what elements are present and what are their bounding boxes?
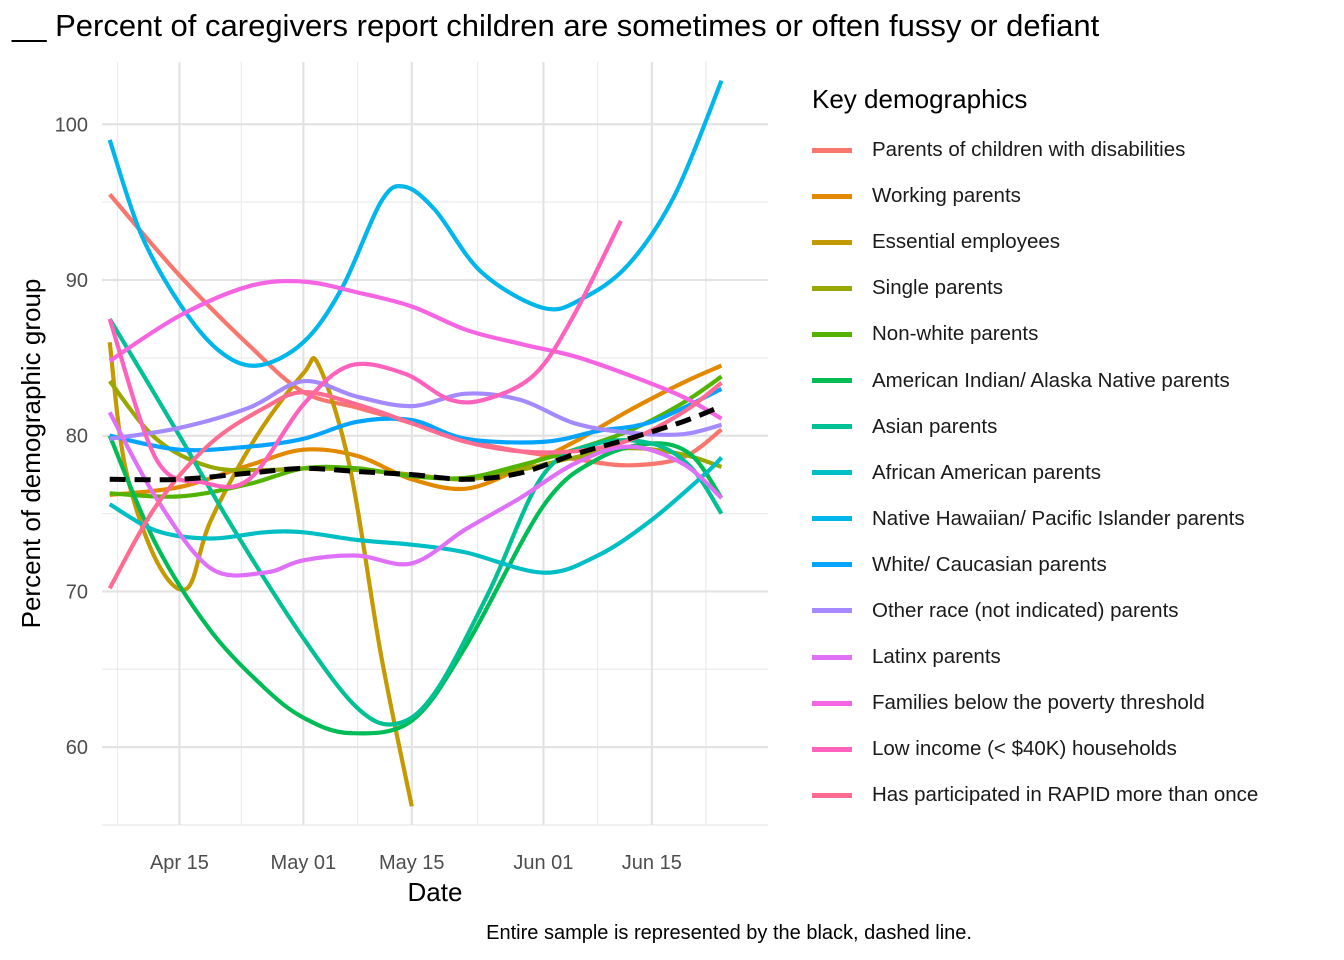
x-tick-label: May 15 [379, 852, 445, 874]
y-tick-label: 60 [66, 737, 88, 759]
legend-label: White/ Caucasian parents [872, 552, 1107, 576]
legend-swatch [812, 239, 852, 245]
legend-swatch [812, 700, 852, 706]
legend-label: African American parents [872, 460, 1102, 484]
y-axis-title: Percent of demographic group [16, 279, 46, 629]
legend-item: Has participated in RAPID more than once [812, 772, 1258, 818]
chart-plot: 60 70 80 90 100 Apr 15 May 01 May 15 Jun 01 Jun 1… [16, 62, 768, 907]
x-tick-label: Apr 15 [150, 852, 209, 874]
legend-swatch [812, 193, 852, 199]
legend-item: Low income (< $40K) households [812, 726, 1258, 772]
legend-label: Latinx parents [872, 645, 1001, 669]
legend-swatch [812, 331, 852, 337]
legend-item: Asian parents [812, 404, 1258, 450]
x-tick-label: Jun 15 [622, 852, 682, 874]
legend-item: Native Hawaiian/ Pacific Islander parent… [812, 496, 1258, 542]
legend-swatch [812, 608, 852, 614]
legend-label: Essential employees [872, 230, 1061, 254]
y-tick-label: 90 [66, 270, 88, 292]
legend-label: Has participated in RAPID more than once [872, 783, 1259, 807]
legend-swatch [812, 285, 852, 291]
legend-item: Parents of children with disabilities [812, 127, 1258, 173]
legend-item: American Indian/ Alaska Native parents [812, 357, 1258, 403]
legend-item: Families below the poverty threshold [812, 680, 1258, 726]
legend-label: Native Hawaiian/ Pacific Islander parent… [872, 506, 1245, 530]
y-tick-label: 80 [66, 426, 88, 448]
legend-label: Low income (< $40K) households [872, 737, 1177, 761]
legend-item: Non-white parents [812, 311, 1258, 357]
series-line-african-american-parents [108, 456, 724, 575]
y-tick-label: 100 [55, 114, 88, 136]
legend-item: Single parents [812, 265, 1258, 311]
legend-title: Key demographics [812, 84, 1028, 114]
series-line-white-caucasian-parents [109, 387, 723, 453]
legend-swatch [812, 147, 852, 153]
legend-label: Working parents [872, 184, 1021, 208]
series-line-american-indian-alaska-native-parents [107, 434, 724, 736]
series-line-asian-parents [107, 317, 724, 727]
legend-label: Non-white parents [872, 322, 1039, 346]
series-line-other-race-not-indicated-parents [109, 379, 723, 441]
legend-swatch [812, 792, 852, 798]
legend-label: Asian parents [872, 414, 998, 438]
legend-swatch [812, 746, 852, 752]
legend-item: Other race (not indicated) parents [812, 588, 1258, 634]
legend-swatch [812, 562, 852, 568]
legend-item: Working parents [812, 173, 1258, 219]
chart-title: __ Percent of caregivers report children… [12, 8, 1100, 43]
legend-label: Single parents [872, 276, 1004, 300]
legend-label: Families below the poverty threshold [872, 691, 1205, 715]
x-axis-title: Date [408, 877, 463, 907]
series-line-has-participated-in-rapid-more-than-once [107, 381, 723, 590]
x-tick-label: Jun 01 [513, 852, 573, 874]
legend-item: African American parents [812, 450, 1258, 496]
legend-swatch [812, 654, 852, 660]
legend: Key demographics Parents of children wit… [812, 84, 1258, 818]
legend-swatch [812, 470, 852, 476]
legend-swatch [812, 424, 852, 430]
legend-item: Essential employees [812, 219, 1258, 265]
legend-label: Other race (not indicated) parents [872, 598, 1179, 622]
series-line-native-hawaiian-pacific-islander-parents [107, 79, 724, 368]
legend-item: Latinx parents [812, 634, 1258, 680]
legend-label: American Indian/ Alaska Native parents [872, 368, 1230, 392]
series-line-latinx-parents [107, 411, 723, 578]
x-tick-label: May 01 [271, 852, 337, 874]
series-line-families-below-the-poverty-threshold [108, 278, 723, 421]
legend-items: Parents of children with disabilities Wor… [812, 127, 1258, 818]
legend-label: Parents of children with disabilities [872, 138, 1186, 162]
legend-swatch [812, 516, 852, 522]
chart-caption: Entire sample is represented by the blac… [486, 922, 972, 944]
series-line-entire-sample [109, 403, 723, 483]
legend-swatch [812, 378, 852, 384]
y-tick-label: 70 [66, 581, 88, 603]
legend-item: White/ Caucasian parents [812, 542, 1258, 588]
